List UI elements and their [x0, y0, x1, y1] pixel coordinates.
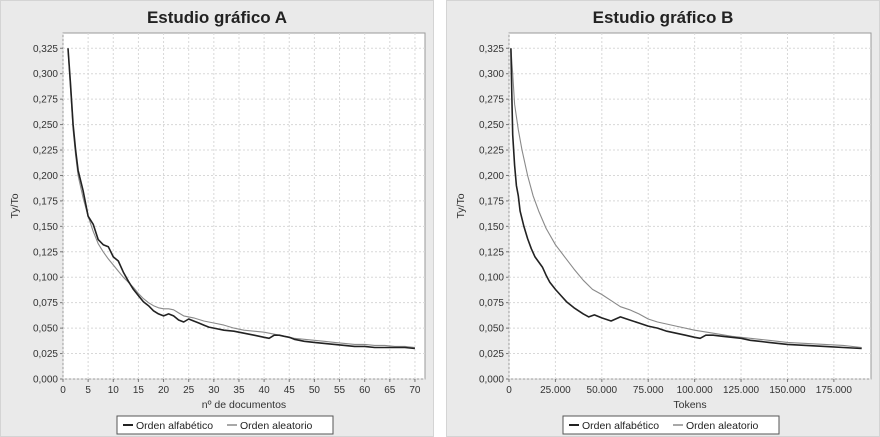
- x-tick-label: 25: [183, 385, 195, 396]
- y-tick-label: 0,275: [479, 95, 504, 106]
- x-tick-label: 175.000: [816, 385, 853, 396]
- y-tick-label: 0,075: [33, 298, 58, 309]
- chart-title: Estudio gráfico B: [593, 8, 734, 27]
- y-tick-label: 0,250: [33, 120, 58, 131]
- y-tick-label: 0,025: [33, 349, 58, 360]
- y-tick-label: 0,075: [479, 298, 504, 309]
- legend-entry: Orden alfabético: [136, 420, 213, 432]
- x-tick-label: 150.000: [769, 385, 806, 396]
- x-tick-label: 25.000: [540, 385, 571, 396]
- y-tick-label: 0,200: [479, 171, 504, 182]
- x-tick-label: 40: [259, 385, 271, 396]
- x-tick-label: 5: [85, 385, 91, 396]
- x-tick-label: 20: [158, 385, 170, 396]
- y-tick-label: 0,275: [33, 95, 58, 106]
- chart-svg: Estudio gráfico B 0,000 0,025 0,050 0,075 0,1…: [455, 8, 872, 435]
- legend-entry: Orden alfabético: [582, 420, 659, 432]
- series-line: [510, 48, 862, 349]
- x-tick-label: 30: [208, 385, 220, 396]
- legend-box: [562, 415, 780, 435]
- x-tick-label: 55: [334, 385, 346, 396]
- chart-title: Estudio gráfico A: [147, 8, 287, 27]
- legend-box: [116, 415, 334, 435]
- x-tick-label: 0: [60, 385, 66, 396]
- x-tick-label: 10: [108, 385, 120, 396]
- y-tick-label: 0,325: [479, 44, 504, 55]
- y-tick-label: 0,100: [33, 273, 58, 284]
- chart-panel-b: Estudio gráfico B 0,000 0,025 0,050 0,075 0,1…: [446, 0, 880, 437]
- legend-entry: Orden aleatorio: [686, 420, 759, 432]
- y-tick-label: 0,325: [33, 44, 58, 55]
- chart-svg: Estudio gráfico A 0,000 0,025 0,050 0,075 0,1…: [9, 8, 426, 435]
- y-axis-label: Ty/To: [9, 193, 21, 218]
- y-tick-label: 0,225: [479, 146, 504, 157]
- y-tick-label: 0,000: [479, 375, 504, 386]
- y-tick-label: 0,000: [33, 375, 58, 386]
- x-tick-label: 75.000: [633, 385, 664, 396]
- y-tick-label: 0,300: [33, 69, 58, 80]
- x-tick-label: 0: [506, 385, 512, 396]
- x-tick-label: 50.000: [587, 385, 618, 396]
- y-tick-label: 0,175: [479, 196, 504, 207]
- plot-area: [508, 32, 872, 380]
- y-tick-label: 0,300: [479, 69, 504, 80]
- x-tick-label: 50: [309, 385, 321, 396]
- plot-area: [62, 32, 426, 380]
- x-tick-label: 70: [409, 385, 421, 396]
- x-tick-label: 125.000: [723, 385, 760, 396]
- y-tick-label: 0,025: [479, 349, 504, 360]
- y-tick-label: 0,050: [33, 324, 58, 335]
- x-tick-label: 100.000: [677, 385, 714, 396]
- chart-panel-a: Estudio gráfico A 0,000 0,025 0,050 0,075 0,1…: [0, 0, 434, 437]
- y-tick-label: 0,225: [33, 146, 58, 157]
- y-tick-label: 0,125: [479, 247, 504, 258]
- x-tick-label: 35: [233, 385, 245, 396]
- y-tick-label: 0,175: [33, 196, 58, 207]
- y-tick-label: 0,150: [33, 222, 58, 233]
- series-line: [67, 48, 415, 349]
- x-tick-label: 45: [284, 385, 296, 396]
- x-tick-label: 65: [384, 385, 396, 396]
- y-tick-label: 0,250: [479, 120, 504, 131]
- x-axis-label: nº de documentos: [202, 399, 286, 411]
- x-tick-label: 15: [133, 385, 145, 396]
- y-tick-label: 0,150: [479, 222, 504, 233]
- y-tick-label: 0,125: [33, 247, 58, 258]
- series-line: [67, 48, 415, 350]
- y-axis-label: Ty/To: [455, 193, 467, 218]
- x-tick-label: 60: [359, 385, 371, 396]
- x-axis-label: Tokens: [673, 399, 706, 411]
- y-tick-label: 0,050: [479, 324, 504, 335]
- series-line: [510, 48, 862, 350]
- legend-entry: Orden aleatorio: [240, 420, 313, 432]
- y-tick-label: 0,100: [479, 273, 504, 284]
- y-tick-label: 0,200: [33, 171, 58, 182]
